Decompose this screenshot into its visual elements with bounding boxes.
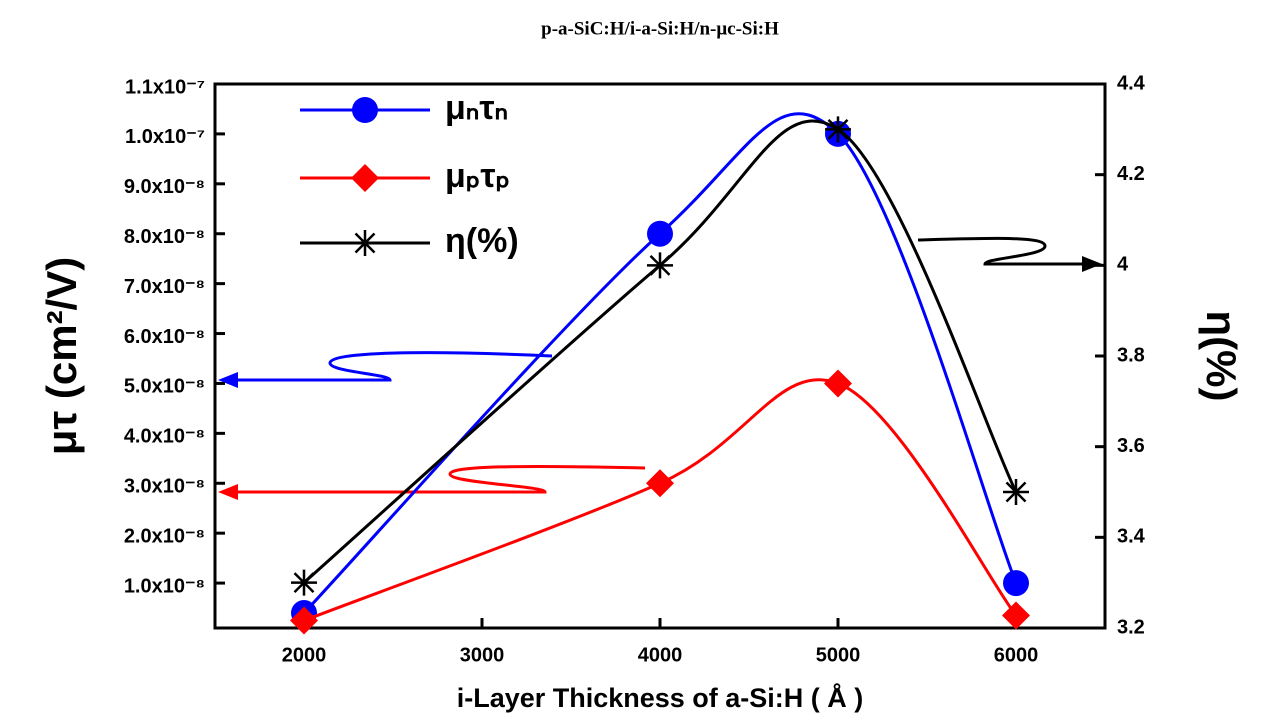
legend-label: μₙτₙ bbox=[445, 89, 508, 127]
x-tick-label: 4000 bbox=[638, 644, 683, 666]
y-tick-label: 3.0x10⁻⁸ bbox=[124, 476, 205, 498]
data-point bbox=[290, 606, 318, 635]
data-point bbox=[1002, 601, 1030, 630]
legend-marker bbox=[352, 230, 378, 256]
y-tick-label: 9.0x10⁻⁸ bbox=[124, 176, 205, 198]
y2-tick-label: 3.6 bbox=[1117, 435, 1145, 457]
data-point bbox=[1003, 479, 1029, 505]
y-tick-label: 2.0x10⁻⁸ bbox=[124, 525, 205, 547]
y-tick-label: 1.1x10⁻⁷ bbox=[125, 76, 205, 98]
y2-tick-label: 4.2 bbox=[1117, 163, 1145, 185]
data-point bbox=[647, 252, 673, 279]
arrow-head bbox=[218, 484, 238, 500]
arrow-head bbox=[218, 372, 238, 388]
y2-tick-label: 3.4 bbox=[1117, 526, 1146, 548]
arrow bbox=[222, 351, 553, 382]
y-axis-label: μτ (cm²/V) bbox=[38, 257, 85, 455]
y2-axis-label: η(%) bbox=[1198, 311, 1245, 402]
y2-tick-label: 3.2 bbox=[1117, 616, 1145, 638]
x-tick-label: 3000 bbox=[460, 644, 505, 666]
series-line bbox=[303, 119, 1018, 584]
y-tick-label: 6.0x10⁻⁸ bbox=[124, 326, 205, 348]
legend-label: η(%) bbox=[445, 222, 519, 260]
y-tick-label: 5.0x10⁻⁸ bbox=[124, 376, 205, 398]
legend-marker bbox=[351, 164, 379, 192]
annotation-arrows bbox=[218, 236, 1102, 500]
x-tick-label: 6000 bbox=[994, 644, 1039, 666]
y-tick-label: 1.0x10⁻⁸ bbox=[124, 575, 205, 597]
x-tick-label: 5000 bbox=[816, 644, 861, 666]
data-point bbox=[1003, 570, 1029, 597]
legend-marker bbox=[352, 97, 378, 123]
data-point bbox=[646, 469, 674, 498]
data-point bbox=[825, 116, 851, 143]
series-line bbox=[303, 378, 1018, 622]
x-tick-label: 2000 bbox=[282, 644, 327, 666]
y2-tick-label: 4 bbox=[1117, 254, 1129, 276]
series-line bbox=[302, 112, 1018, 615]
data-point bbox=[291, 569, 317, 596]
y-tick-label: 1.0x10⁻⁷ bbox=[125, 126, 205, 148]
chart-title: p-a-SiC:H/i-a-Si:H/n-μc-Si:H bbox=[541, 18, 779, 39]
plot-frame bbox=[213, 82, 1107, 630]
legend-label: μₚτₚ bbox=[445, 157, 510, 195]
arrow bbox=[222, 464, 646, 494]
data-point bbox=[824, 369, 852, 398]
y2-tick-label: 4.4 bbox=[1117, 72, 1146, 94]
data-point bbox=[647, 220, 673, 247]
y-tick-label: 4.0x10⁻⁸ bbox=[124, 426, 205, 448]
y2-tick-label: 3.8 bbox=[1117, 344, 1145, 366]
y-tick-label: 8.0x10⁻⁸ bbox=[124, 226, 205, 248]
y-tick-label: 7.0x10⁻⁸ bbox=[124, 276, 205, 298]
arrow bbox=[917, 236, 1098, 266]
arrow-head bbox=[1082, 256, 1102, 272]
x-axis-label: i-Layer Thickness of a-Si:H ( Å ) bbox=[457, 682, 864, 713]
